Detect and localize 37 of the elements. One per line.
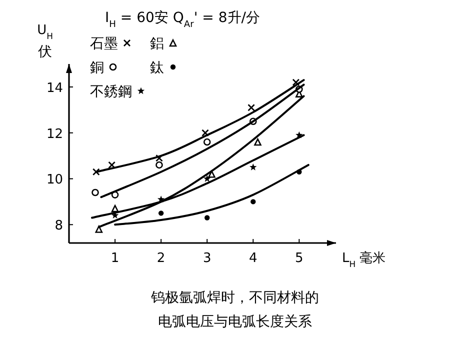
point	[250, 199, 256, 204]
y-tick-label: 12	[46, 126, 63, 142]
x-tick-label: 2	[156, 251, 166, 266]
y-tick-label: 10	[46, 172, 63, 188]
y-tick-label: 8	[54, 218, 63, 234]
point	[92, 168, 100, 176]
point	[111, 204, 119, 212]
point	[208, 170, 216, 178]
point	[203, 174, 211, 182]
legend-label: 不銹鋼	[90, 84, 132, 100]
point	[254, 138, 262, 146]
chart-title: I$_{H}$ = 60安 Q$_{Ar}$' = 8升/分	[105, 10, 260, 30]
text: 钨极氩弧焊时，不同材料的	[150, 290, 319, 306]
point	[202, 129, 209, 137]
x-axis-title: L$_{H}$ 毫米	[342, 250, 386, 269]
point	[156, 161, 163, 169]
point	[248, 104, 255, 112]
x-tick-label: 5	[295, 251, 304, 266]
legend-label: 鋁	[150, 36, 164, 52]
point	[250, 163, 257, 170]
point	[158, 210, 164, 216]
x-tick-label: 4	[248, 251, 258, 266]
text: 电弧电压与电弧长度关系	[158, 314, 312, 330]
x-tick-label: 1	[110, 251, 120, 266]
point	[92, 188, 99, 196]
point	[204, 215, 210, 220]
legend-label: 石墨	[90, 36, 118, 52]
y-axis-title: U$_{H}$ 伏	[37, 23, 53, 60]
y-tick-label: 14	[46, 80, 63, 96]
point	[108, 161, 116, 169]
point	[95, 226, 103, 233]
x-tick-label: 3	[202, 251, 212, 266]
legend-label: 鈦	[150, 60, 164, 76]
point	[203, 138, 211, 146]
legend-label: 銅	[90, 60, 104, 76]
point	[156, 154, 163, 162]
point	[292, 78, 300, 86]
